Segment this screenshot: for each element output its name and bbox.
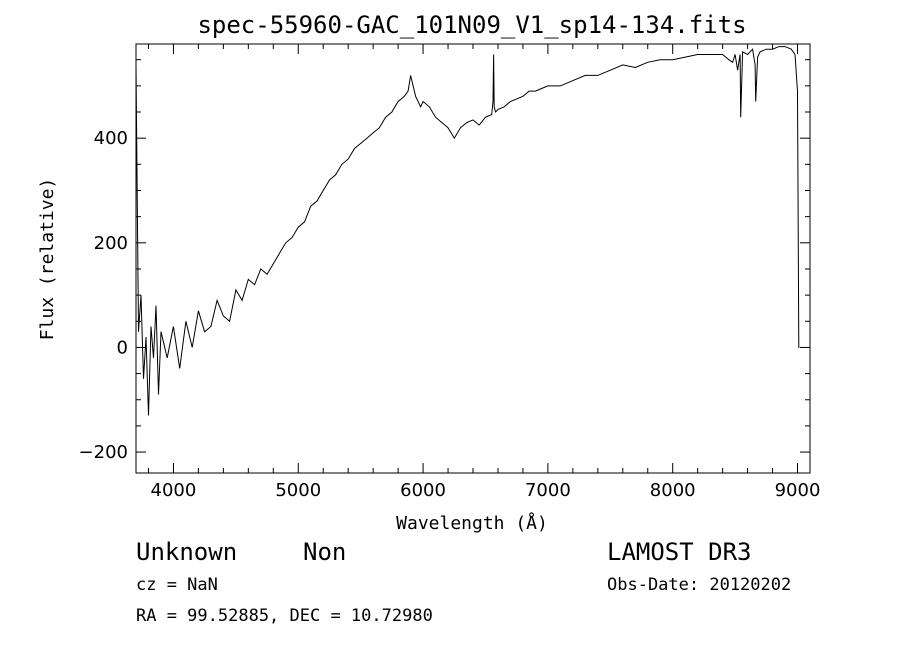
x-tick-label: 4000	[151, 480, 197, 501]
coords-label: RA = 99.52885, DEC = 10.72980	[136, 606, 433, 626]
plot-frame	[135, 43, 811, 474]
y-tick-label: 400	[94, 128, 128, 149]
subclass-label: Non	[303, 538, 346, 566]
survey-label: LAMOST DR3	[607, 538, 752, 566]
x-tick-label: 7000	[525, 480, 571, 501]
x-tick-label: 8000	[650, 480, 696, 501]
x-tick-label: 9000	[775, 480, 821, 501]
axis-tick-labels: 4000 5000 6000 7000 8000 9000 −200 0 200 400	[79, 128, 821, 501]
obs-date-label: Obs-Date: 20120202	[607, 575, 791, 595]
x-tick-label: 5000	[275, 480, 321, 501]
class-label: Unknown	[136, 538, 237, 566]
y-tick-label: 0	[117, 337, 128, 358]
axis-ticks	[136, 44, 810, 473]
cz-label: cz = NaN	[136, 575, 218, 595]
y-tick-label: 200	[94, 233, 128, 254]
y-axis-label: Flux (relative)	[37, 178, 58, 341]
y-tick-label: −200	[79, 442, 128, 463]
spectrum-line	[135, 46, 800, 416]
x-tick-label: 6000	[400, 480, 446, 501]
x-axis-label: Wavelength (Å)	[396, 512, 548, 534]
chart-title: spec-55960-GAC_101N09_V1_sp14-134.fits	[197, 11, 746, 39]
